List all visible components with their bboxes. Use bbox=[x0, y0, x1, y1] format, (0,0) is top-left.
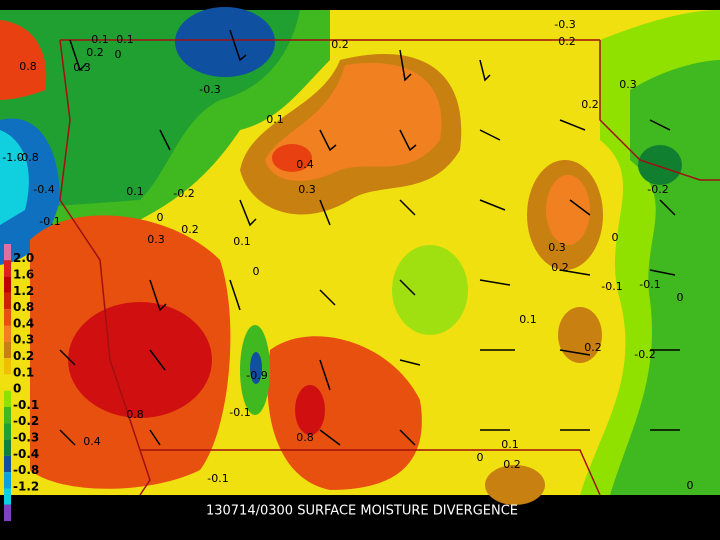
contour-label: 0.2 bbox=[551, 261, 569, 274]
contour-label: 0.2 bbox=[86, 46, 104, 59]
contour-label: -0.2 bbox=[173, 187, 194, 200]
state-borders bbox=[59, 39, 720, 496]
contour-label: 0.3 bbox=[619, 78, 637, 91]
contour-label: 0.8 bbox=[19, 60, 37, 73]
legend-label: 1.2 bbox=[13, 284, 34, 298]
field bbox=[0, 7, 720, 505]
contour-label: -0.3 bbox=[554, 18, 575, 31]
map-title: 130714/0300 SURFACE MOISTURE DIVERGENCE bbox=[206, 504, 518, 519]
legend-swatch bbox=[4, 390, 11, 407]
contour-label: 0.1 bbox=[116, 33, 134, 46]
legend-swatch bbox=[4, 309, 11, 326]
legend-swatch bbox=[4, 244, 11, 261]
contour-label: 0.2 bbox=[558, 35, 576, 48]
contour-label: 0.1 bbox=[126, 185, 144, 198]
legend-swatch bbox=[4, 374, 11, 391]
legend-swatch bbox=[4, 455, 11, 473]
wind-barbs bbox=[59, 29, 680, 446]
contour-label: 0.3 bbox=[548, 241, 566, 254]
contour-label: 0.2 bbox=[584, 341, 602, 354]
contour-label: -0.1 bbox=[639, 278, 660, 291]
contour-label: -0.1 bbox=[601, 280, 622, 293]
contour-label: -0.1 bbox=[229, 406, 250, 419]
legend-swatch bbox=[4, 504, 11, 522]
legend-swatch bbox=[4, 292, 11, 310]
contour-label: 0.1 bbox=[519, 313, 537, 326]
contour-label: -0.8 bbox=[17, 151, 38, 164]
contour-label: 0 bbox=[477, 451, 484, 464]
legend-swatch bbox=[4, 407, 11, 424]
legend-label: -0.4 bbox=[13, 447, 39, 461]
contour-label: 0.4 bbox=[296, 158, 314, 171]
legend-label: -1.2 bbox=[13, 479, 39, 493]
contour-label: -0.3 bbox=[199, 83, 220, 96]
legend-swatch bbox=[4, 472, 11, 489]
legend-swatch bbox=[4, 488, 11, 505]
legend-label: -0.1 bbox=[13, 398, 39, 412]
contour-label: 0 bbox=[253, 265, 260, 278]
legend-swatch bbox=[4, 325, 11, 342]
contour-label: -0.4 bbox=[33, 183, 54, 196]
legend-label: 0 bbox=[13, 382, 21, 396]
contour-label: 0.2 bbox=[503, 458, 521, 471]
contour-label: 0.2 bbox=[181, 223, 199, 236]
legend-label: -0.8 bbox=[13, 463, 39, 477]
legend-label: 0.8 bbox=[13, 300, 34, 314]
contour-label: 0.4 bbox=[83, 435, 101, 448]
contour-label: 0 bbox=[687, 479, 694, 492]
legend-label: -0.3 bbox=[13, 430, 39, 444]
contour-label: 0.3 bbox=[73, 61, 91, 74]
legend-swatch bbox=[4, 276, 11, 293]
contour-label: -0.2 bbox=[634, 348, 655, 361]
contour-label: 0.1 bbox=[266, 113, 284, 126]
contour-label: 0.8 bbox=[296, 431, 314, 444]
contour-labels: 0.80.1 0.10.2 00.3-0.30.20.10.40.3-1.0-0.8… bbox=[2, 18, 693, 492]
contour-label: 0 bbox=[612, 231, 619, 244]
contour-label: 0 bbox=[115, 48, 122, 61]
contour-label: 0.3 bbox=[298, 183, 316, 196]
contour-label: 0.1 bbox=[501, 438, 519, 451]
contour-label: -0.1 bbox=[207, 472, 228, 485]
contour-label: 0.1 bbox=[91, 33, 109, 46]
legend-swatch bbox=[4, 423, 11, 440]
contour-label: -0.2 bbox=[647, 183, 668, 196]
legend-label: 0.3 bbox=[13, 333, 34, 347]
contour-label: -0.9 bbox=[246, 369, 267, 382]
contour-label: 0 bbox=[677, 291, 684, 304]
contour-label: 0 bbox=[157, 211, 164, 224]
legend-label: 0.4 bbox=[13, 316, 34, 330]
contour-label: 0.3 bbox=[147, 233, 165, 246]
legend-label: 0.2 bbox=[13, 349, 34, 363]
legend-swatch bbox=[4, 341, 11, 359]
legend-label: 2.0 bbox=[13, 251, 34, 265]
contour-label: 0.2 bbox=[581, 98, 599, 111]
legend: 2.0 1.6 1.2 0.8 0.4 0.3 0.2 0.1 0 -0.1 -0.2 -0.3 -0.… bbox=[4, 244, 39, 522]
legend-swatch bbox=[4, 260, 11, 277]
contour-label: 0.1 bbox=[233, 235, 251, 248]
legend-label: -0.2 bbox=[13, 414, 39, 428]
contour-label: -1.0 bbox=[2, 151, 23, 164]
legend-label: 1.6 bbox=[13, 267, 34, 281]
legend-swatch bbox=[4, 358, 11, 375]
legend-label: 0.1 bbox=[13, 365, 34, 379]
legend-label: -1.6 bbox=[13, 496, 39, 510]
contour-label: 0.8 bbox=[126, 408, 144, 421]
legend-swatch bbox=[4, 439, 11, 456]
contour-label: -0.1 bbox=[39, 215, 60, 228]
contour-label: 0.2 bbox=[331, 38, 349, 51]
